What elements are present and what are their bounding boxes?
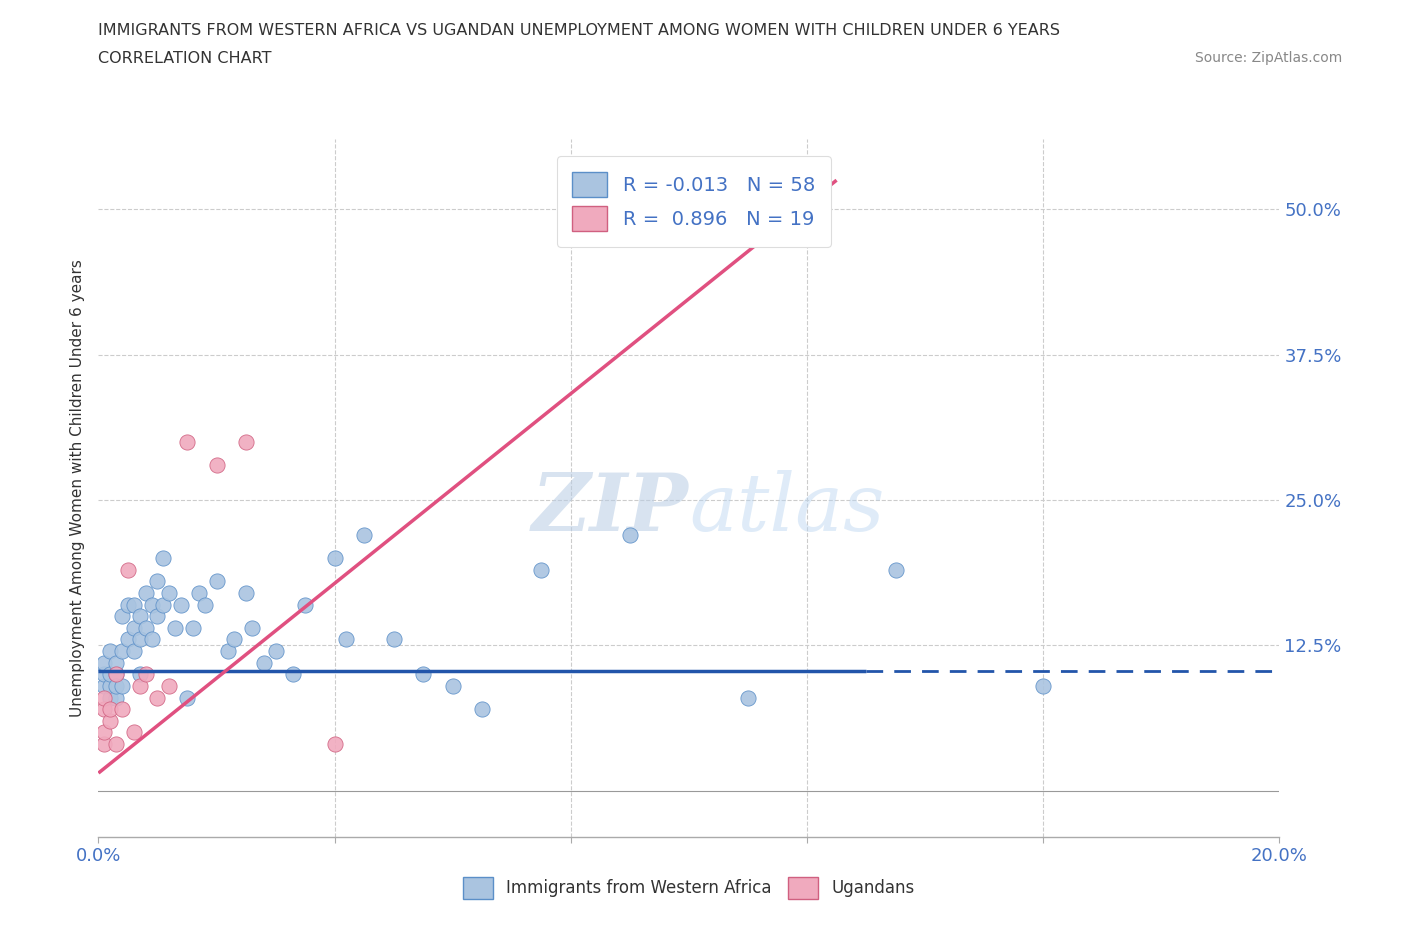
Point — [1032, 679, 1054, 694]
Point — [264, 644, 287, 658]
Point — [141, 597, 163, 612]
Point — [93, 725, 115, 740]
Point — [323, 551, 346, 565]
Point — [181, 620, 204, 635]
Point — [187, 586, 209, 601]
Point — [93, 679, 115, 694]
Text: atlas: atlas — [689, 471, 884, 548]
Point — [170, 597, 193, 612]
Point — [471, 702, 494, 717]
Point — [98, 667, 121, 682]
Point — [884, 562, 907, 577]
Point — [335, 632, 357, 647]
Point — [111, 702, 134, 717]
Y-axis label: Unemployment Among Women with Children Under 6 years: Unemployment Among Women with Children U… — [70, 259, 86, 717]
Point — [382, 632, 405, 647]
Point — [205, 458, 228, 472]
Point — [122, 620, 145, 635]
Point — [93, 667, 115, 682]
Point — [128, 609, 150, 624]
Point — [240, 620, 263, 635]
Point — [412, 667, 434, 682]
Point — [122, 644, 145, 658]
Point — [135, 586, 157, 601]
Point — [176, 434, 198, 449]
Point — [176, 690, 198, 705]
Point — [283, 667, 305, 682]
Point — [152, 551, 174, 565]
Point — [105, 667, 128, 682]
Point — [441, 679, 464, 694]
Point — [235, 434, 257, 449]
Point — [353, 527, 375, 542]
Point — [157, 679, 180, 694]
Point — [111, 644, 134, 658]
Text: CORRELATION CHART: CORRELATION CHART — [98, 51, 271, 66]
Point — [122, 725, 145, 740]
Point — [93, 656, 115, 671]
Point — [135, 667, 157, 682]
Point — [224, 632, 246, 647]
Point — [98, 644, 121, 658]
Point — [146, 690, 169, 705]
Legend: Immigrants from Western Africa, Ugandans: Immigrants from Western Africa, Ugandans — [456, 870, 922, 906]
Point — [105, 737, 128, 751]
Point — [135, 620, 157, 635]
Point — [93, 737, 115, 751]
Point — [152, 597, 174, 612]
Point — [105, 667, 128, 682]
Point — [117, 632, 139, 647]
Point — [323, 737, 346, 751]
Point — [165, 620, 187, 635]
Point — [194, 597, 217, 612]
Point — [111, 609, 134, 624]
Point — [235, 586, 257, 601]
Point — [205, 574, 228, 589]
Point — [117, 562, 139, 577]
Point — [98, 702, 121, 717]
Point — [217, 644, 239, 658]
Point — [105, 679, 128, 694]
Point — [619, 527, 641, 542]
Point — [294, 597, 316, 612]
Point — [128, 667, 150, 682]
Text: ZIP: ZIP — [531, 471, 689, 548]
Point — [128, 632, 150, 647]
Point — [93, 702, 115, 717]
Point — [105, 656, 128, 671]
Point — [146, 609, 169, 624]
Point — [146, 574, 169, 589]
Point — [93, 690, 115, 705]
Point — [98, 713, 121, 728]
Point — [98, 690, 121, 705]
Point — [253, 656, 276, 671]
Point — [530, 562, 553, 577]
Text: Source: ZipAtlas.com: Source: ZipAtlas.com — [1195, 51, 1343, 65]
Point — [128, 679, 150, 694]
Point — [117, 597, 139, 612]
Point — [157, 586, 180, 601]
Point — [111, 679, 134, 694]
Point — [105, 690, 128, 705]
Point — [122, 597, 145, 612]
Point — [737, 690, 759, 705]
Text: IMMIGRANTS FROM WESTERN AFRICA VS UGANDAN UNEMPLOYMENT AMONG WOMEN WITH CHILDREN: IMMIGRANTS FROM WESTERN AFRICA VS UGANDA… — [98, 23, 1060, 38]
Point — [141, 632, 163, 647]
Point — [98, 679, 121, 694]
